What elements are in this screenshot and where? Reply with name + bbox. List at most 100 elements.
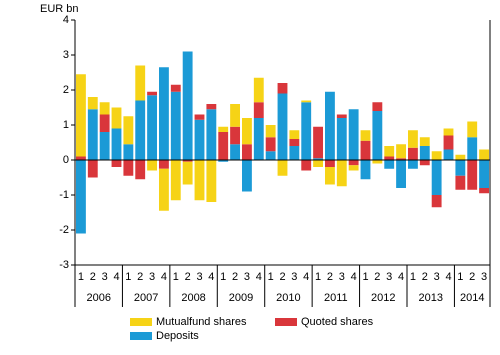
bar-segment	[135, 100, 146, 160]
bar-segment	[301, 160, 312, 171]
bar-segment	[301, 100, 312, 103]
bar-segment	[87, 97, 98, 110]
bar-segment	[206, 160, 217, 202]
bar-segment	[87, 160, 98, 178]
x-tick-label: 3	[149, 271, 155, 283]
bar-segment	[372, 160, 383, 164]
year-label: 2006	[86, 292, 110, 304]
bar-segment	[348, 160, 359, 166]
bar-segment	[182, 161, 193, 185]
x-tick-label: 3	[481, 271, 487, 283]
bar-segment	[194, 119, 205, 160]
year-label: 2012	[371, 292, 395, 304]
bar-segment	[253, 118, 264, 160]
bar-segment	[170, 91, 181, 160]
bar-segment	[372, 102, 383, 111]
x-tick-label: 4	[161, 271, 167, 283]
bar-segment	[135, 65, 146, 101]
bar-segment	[159, 67, 169, 160]
y-tick-label: 0	[63, 154, 69, 166]
bar-segment	[123, 144, 134, 160]
y-tick-label: 3	[63, 49, 69, 61]
bar-segment	[325, 167, 335, 185]
x-tick-label: 4	[398, 271, 404, 283]
bar-segment	[159, 160, 169, 169]
bar-segment	[408, 160, 418, 169]
bar-segment	[325, 91, 335, 160]
x-tick-label: 1	[78, 271, 84, 283]
x-tick-label: 2	[232, 271, 238, 283]
bar-segment	[99, 102, 110, 115]
bar-segment	[431, 151, 442, 160]
bar-segment	[218, 160, 229, 162]
bar-segment	[313, 158, 323, 160]
year-label: 2010	[276, 292, 300, 304]
bar-segment	[479, 188, 489, 194]
bar-segment	[99, 114, 110, 132]
x-tick-label: 2	[374, 271, 380, 283]
x-tick-label: 1	[362, 271, 368, 283]
bar-segment	[336, 114, 347, 118]
bar-segment	[289, 130, 300, 139]
bar-segment	[360, 140, 371, 160]
legend-label: Quoted shares	[301, 316, 374, 328]
bar-segment	[443, 128, 454, 136]
x-tick-label: 1	[268, 271, 274, 283]
bar-segment	[265, 151, 276, 160]
bar-segment	[408, 147, 418, 160]
bar-segment	[408, 130, 418, 148]
y-tick-label: -2	[59, 224, 69, 236]
x-tick-label: 4	[208, 271, 214, 283]
bar-segment	[170, 84, 181, 92]
bar-segment	[313, 160, 323, 167]
bar-segment	[242, 144, 252, 160]
bar-segment	[419, 137, 430, 146]
bar-segment	[384, 146, 395, 157]
bar-segment	[467, 137, 478, 160]
bar-segment	[170, 160, 181, 201]
bar-segment	[419, 146, 430, 160]
bar-segment	[277, 160, 288, 176]
bar-segment	[431, 195, 442, 208]
y-tick-label: 2	[63, 84, 69, 96]
bar-segment	[147, 160, 157, 171]
bar-segment	[135, 160, 146, 180]
x-tick-label: 2	[422, 271, 428, 283]
bar-segment	[147, 95, 157, 160]
bar-segment	[396, 144, 406, 159]
bar-segment	[194, 114, 205, 120]
bar-segment	[111, 128, 122, 160]
x-tick-label: 3	[434, 271, 440, 283]
bar-segment	[289, 146, 300, 160]
bar-segment	[230, 126, 240, 145]
bar-segment	[206, 104, 217, 110]
bar-segment	[336, 118, 347, 160]
legend-swatch	[275, 318, 297, 326]
bar-segment	[242, 160, 252, 192]
legend-swatch	[130, 332, 152, 340]
bar-segment	[265, 137, 276, 152]
y-tick-label: -1	[59, 189, 69, 201]
y-tick-label: -3	[59, 259, 69, 271]
bar-segment	[194, 160, 205, 201]
bar-segment	[443, 135, 454, 150]
bar-segment	[455, 160, 466, 176]
bar-segment	[147, 91, 157, 96]
bar-segment	[360, 160, 371, 180]
x-tick-label: 3	[291, 271, 297, 283]
x-tick-label: 2	[279, 271, 285, 283]
x-tick-label: 4	[303, 271, 309, 283]
bar-segment	[111, 160, 122, 167]
bar-segment	[396, 160, 406, 188]
bar-segment	[230, 104, 240, 127]
bar-segment	[348, 165, 359, 171]
legend-label: Deposits	[156, 330, 199, 342]
bar-segment	[384, 156, 395, 160]
bar-segment	[443, 149, 454, 160]
legend-label: Mutualfund shares	[156, 316, 247, 328]
x-tick-label: 3	[196, 271, 202, 283]
bar-segment	[301, 102, 312, 160]
bar-segment	[111, 107, 122, 129]
x-tick-label: 4	[445, 271, 451, 283]
